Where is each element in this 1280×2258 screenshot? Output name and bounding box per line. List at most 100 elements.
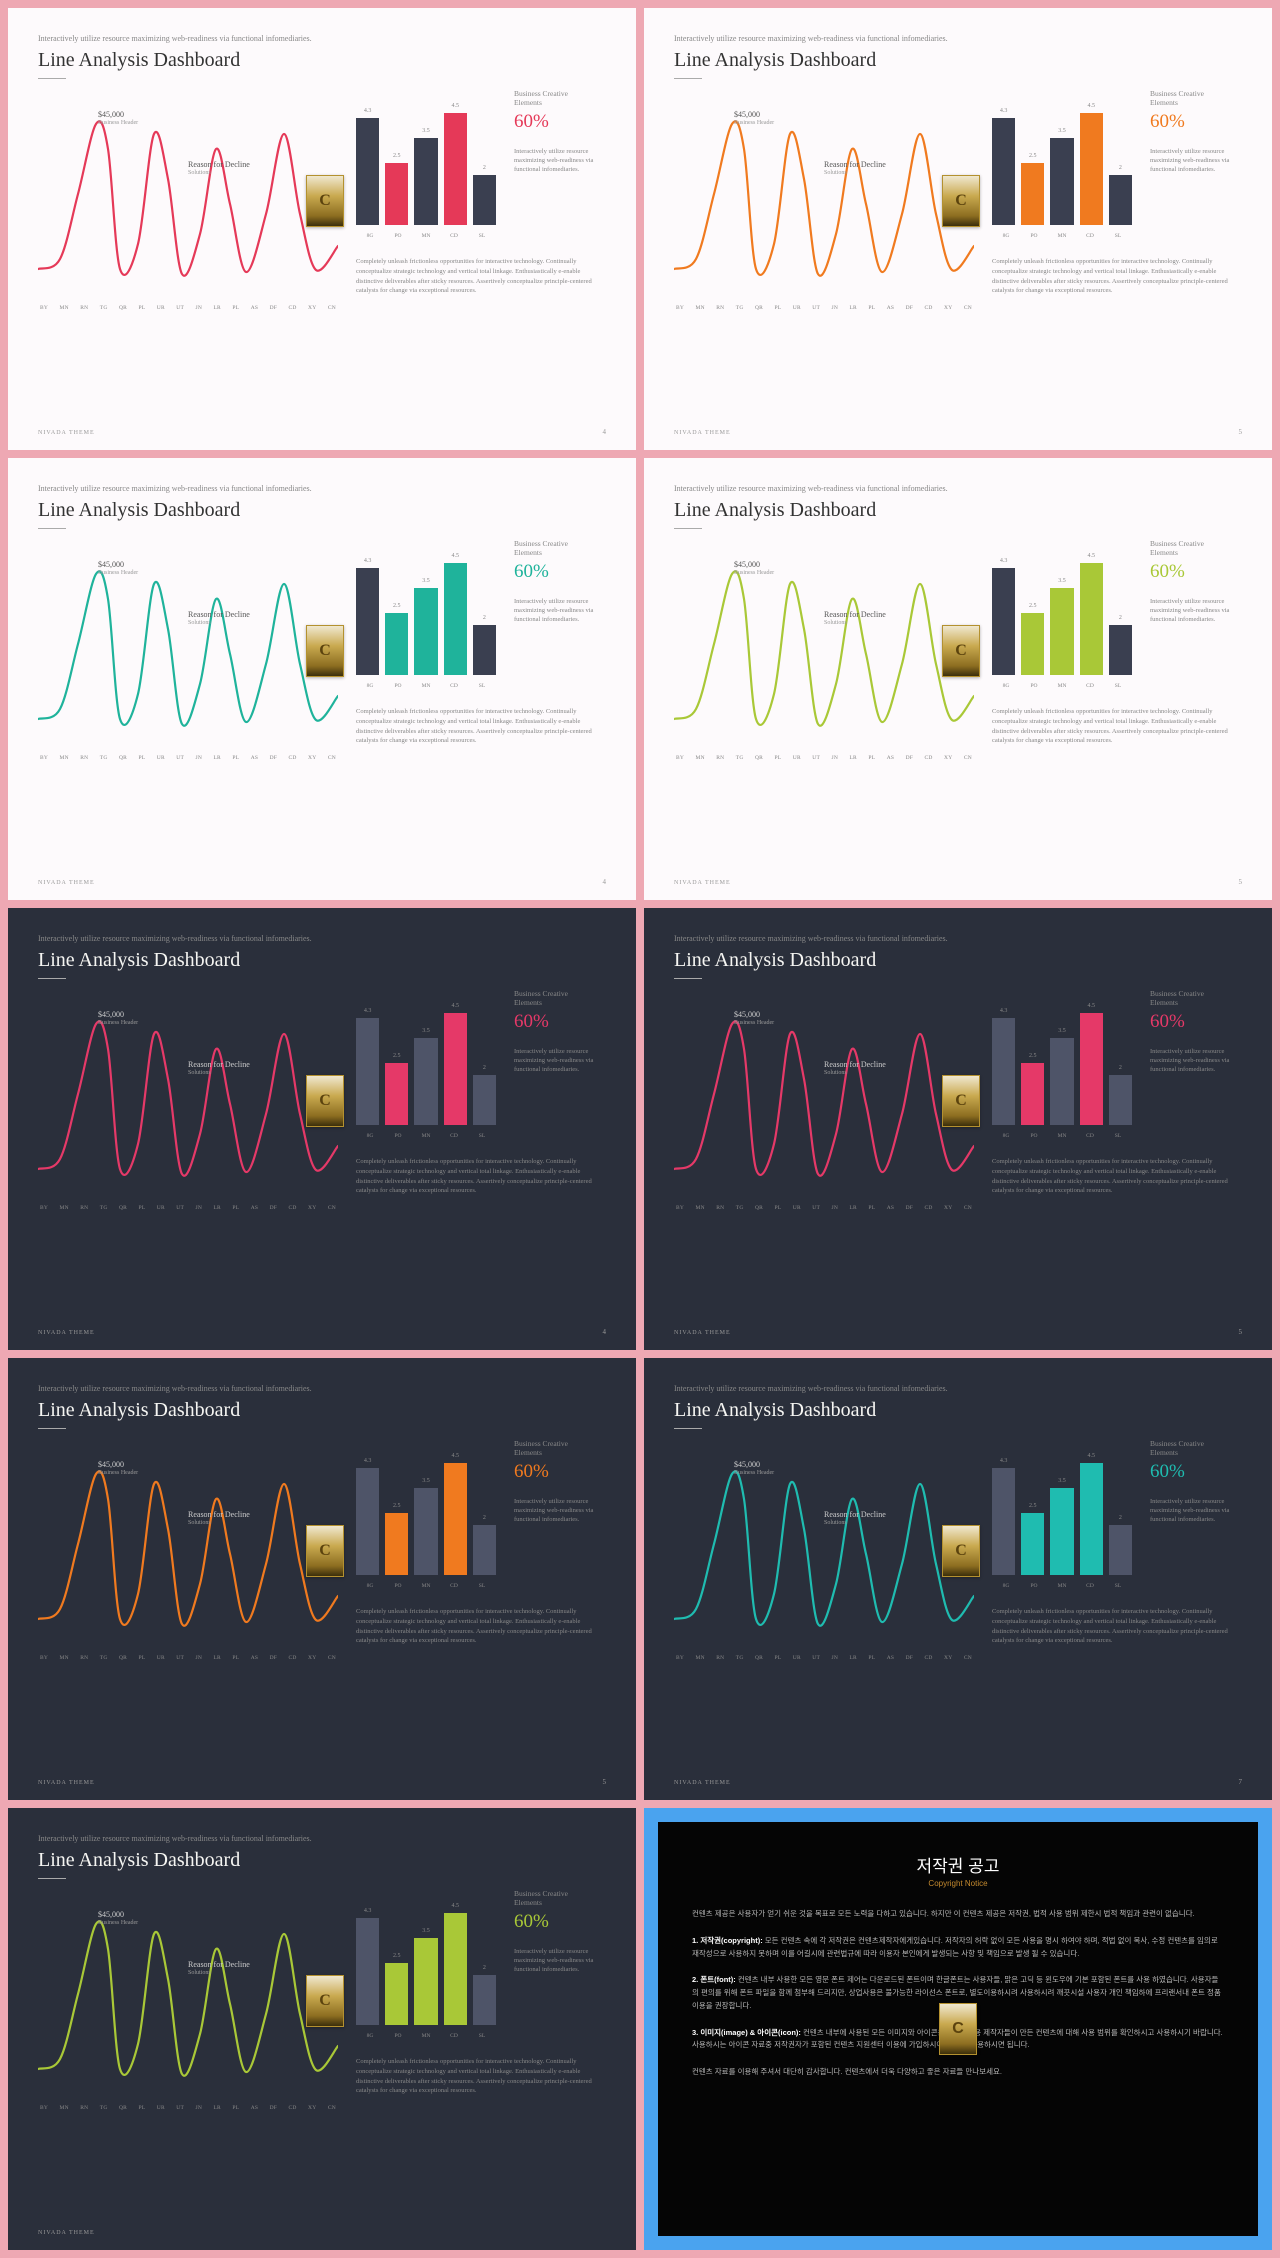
bar-fill xyxy=(385,1063,408,1125)
axis-tick: DF xyxy=(270,305,277,311)
page-number: 5 xyxy=(603,1778,607,1786)
axis-tick: CN xyxy=(328,755,336,761)
stats-l2: Elements xyxy=(514,98,606,107)
bar-fill xyxy=(1080,563,1103,675)
axis-tick: PL xyxy=(774,1655,781,1661)
coin-icon: C xyxy=(942,625,980,677)
axis-tick: JN xyxy=(832,1205,839,1211)
bar-fill xyxy=(444,113,467,225)
axis-tick: XY xyxy=(308,1655,316,1661)
bar-fill xyxy=(356,1918,379,2025)
bar-fill xyxy=(414,1938,437,2025)
bar-fill xyxy=(414,138,437,225)
bar-fill xyxy=(1050,1488,1073,1575)
bar-fill xyxy=(1050,1038,1073,1125)
bar-fill xyxy=(1109,1075,1132,1125)
line-chart: BYMNRNTGQRPLURUTJNLRPLASDFCDXYCN $45,000… xyxy=(38,89,338,311)
bar-fill xyxy=(385,613,408,675)
axis-tick: JN xyxy=(196,1205,203,1211)
coin-icon: C xyxy=(306,625,344,677)
axis-tick: MN xyxy=(696,305,705,311)
bar-value: 2.5 xyxy=(385,1053,408,1059)
line-axis: BYMNRNTGQRPLURUTJNLRPLASDFCDXYCN xyxy=(38,1205,338,1211)
bar: 4.5 xyxy=(444,113,467,225)
bar-fill xyxy=(1080,1013,1103,1125)
stats-pct: 60% xyxy=(1150,111,1242,133)
axis-tick: BY xyxy=(676,755,684,761)
line-svg xyxy=(38,1889,338,2099)
bar-value: 4.3 xyxy=(992,1008,1015,1014)
axis-tick: MN xyxy=(696,755,705,761)
bar-fill xyxy=(992,118,1015,225)
bar-cat: CD xyxy=(440,683,468,689)
bar-cat: 8G xyxy=(992,683,1020,689)
axis-tick: PL xyxy=(232,1655,239,1661)
bar: 4.3 xyxy=(992,1468,1015,1575)
axis-tick: TG xyxy=(736,1655,744,1661)
axis-tick: JN xyxy=(196,305,203,311)
axis-tick: JN xyxy=(196,2105,203,2111)
bar: 2.5 xyxy=(1021,613,1044,675)
bar-chart: 4.3 2.5 3.5 4.5 2 8GPOMNCDSL xyxy=(992,1439,1132,1589)
bar: 3.5 xyxy=(1050,588,1073,675)
stats-pct: 60% xyxy=(514,561,606,583)
stats-l2: Elements xyxy=(514,998,606,1007)
callout-decline: Reason for DeclineSolutions xyxy=(188,1511,250,1526)
stats-l2: Elements xyxy=(1150,98,1242,107)
stats-desc: Interactively utilize resource maximizin… xyxy=(514,597,606,624)
bar-chart: 4.3 2.5 3.5 4.5 2 8GPOMNCDSL xyxy=(356,1889,496,2039)
bar-value: 3.5 xyxy=(1050,578,1073,584)
axis-tick: MN xyxy=(696,1655,705,1661)
bar-value: 4.3 xyxy=(992,108,1015,114)
bar-fill xyxy=(1080,1463,1103,1575)
axis-tick: TG xyxy=(736,1205,744,1211)
dashboard-slide: Interactively utilize resource maximizin… xyxy=(644,908,1272,1350)
dashboard-slide: Interactively utilize resource maximizin… xyxy=(8,458,636,900)
bar: 2.5 xyxy=(1021,163,1044,225)
page-number: 5 xyxy=(1239,1328,1243,1336)
bar-cat: CD xyxy=(1076,683,1104,689)
bar-value: 4.3 xyxy=(356,1458,379,1464)
bar-value: 2 xyxy=(1109,615,1132,621)
slide-title: Line Analysis Dashboard xyxy=(674,499,1242,522)
stats-block: Business Creative Elements 60% Interacti… xyxy=(1144,1439,1242,1524)
bar: 4.3 xyxy=(992,118,1015,225)
paragraph: Completely unleash frictionless opportun… xyxy=(992,707,1242,746)
bar-cat: SL xyxy=(468,233,496,239)
callout-decline: Reason for DeclineSolutions xyxy=(188,1961,250,1976)
bar: 2 xyxy=(473,1975,496,2025)
axis-tick: JN xyxy=(196,1655,203,1661)
axis-tick: QR xyxy=(119,2105,127,2111)
bar-value: 4.3 xyxy=(356,1008,379,1014)
bar-value: 3.5 xyxy=(414,1028,437,1034)
axis-tick: CD xyxy=(925,755,933,761)
axis-tick: XY xyxy=(308,305,316,311)
footer-brand: NIVADA THEME xyxy=(674,1780,731,1786)
bar-cat: PO xyxy=(1020,1133,1048,1139)
bar-cat: CD xyxy=(1076,1583,1104,1589)
coin-icon: C xyxy=(306,175,344,227)
axis-tick: UT xyxy=(176,1655,184,1661)
bar-fill xyxy=(444,1913,467,2025)
axis-tick: CN xyxy=(964,1205,972,1211)
slide-title: Line Analysis Dashboard xyxy=(38,1849,606,1872)
dashboard-slide: Interactively utilize resource maximizin… xyxy=(644,8,1272,450)
title-rule xyxy=(674,78,702,79)
slide-subtitle: Interactively utilize resource maximizin… xyxy=(38,34,606,43)
axis-tick: XY xyxy=(308,755,316,761)
callout-decline: Reason for DeclineSolutions xyxy=(824,1511,886,1526)
bar-cat: SL xyxy=(1104,233,1132,239)
slide-grid: Interactively utilize resource maximizin… xyxy=(0,0,1280,2258)
stats-pct: 60% xyxy=(514,1011,606,1033)
axis-tick: RN xyxy=(80,1205,88,1211)
stats-l1: Business Creative xyxy=(1150,1439,1242,1448)
stats-l2: Elements xyxy=(1150,548,1242,557)
paragraph: Completely unleash frictionless opportun… xyxy=(992,257,1242,296)
bar-cat: MN xyxy=(412,233,440,239)
axis-tick: QR xyxy=(755,755,763,761)
axis-tick: MN xyxy=(696,1205,705,1211)
bar-fill xyxy=(1021,1063,1044,1125)
bar-cat: MN xyxy=(1048,1133,1076,1139)
axis-tick: DF xyxy=(906,755,913,761)
bar-cat: SL xyxy=(468,1583,496,1589)
